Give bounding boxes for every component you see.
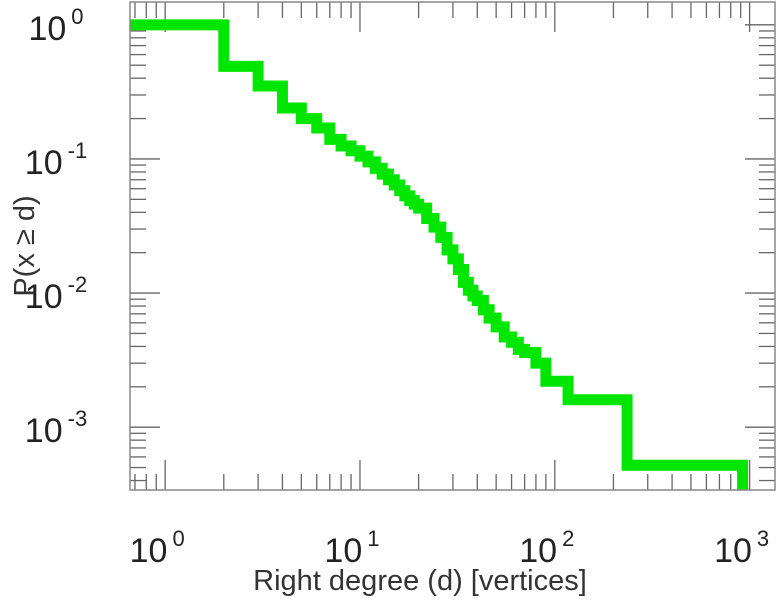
y-axis-label: P(x ≥ d) bbox=[9, 195, 41, 296]
tick-labels: 10 0 10 1 10 2 10 3 10 0 10 -1 10 -2 10 -3 bbox=[25, 4, 769, 570]
x-tick-label: 10 0 bbox=[130, 526, 185, 570]
x-tick-label: 10 1 bbox=[324, 526, 379, 570]
ccdf-step-line bbox=[130, 19, 749, 490]
y-tick-label: 10 -1 bbox=[25, 138, 87, 182]
x-tick-label: 10 3 bbox=[714, 526, 769, 570]
y-tick-label: 10 -2 bbox=[25, 272, 87, 316]
x-axis-label: Right degree (d) [vertices] bbox=[253, 565, 587, 597]
axis-ticks bbox=[130, 2, 775, 490]
y-tick-label: 10 -3 bbox=[25, 406, 87, 450]
y-tick-label: 10 0 bbox=[28, 4, 83, 48]
series-layer bbox=[130, 19, 749, 490]
x-tick-label: 10 2 bbox=[519, 526, 574, 570]
plot-frame bbox=[129, 1, 776, 491]
